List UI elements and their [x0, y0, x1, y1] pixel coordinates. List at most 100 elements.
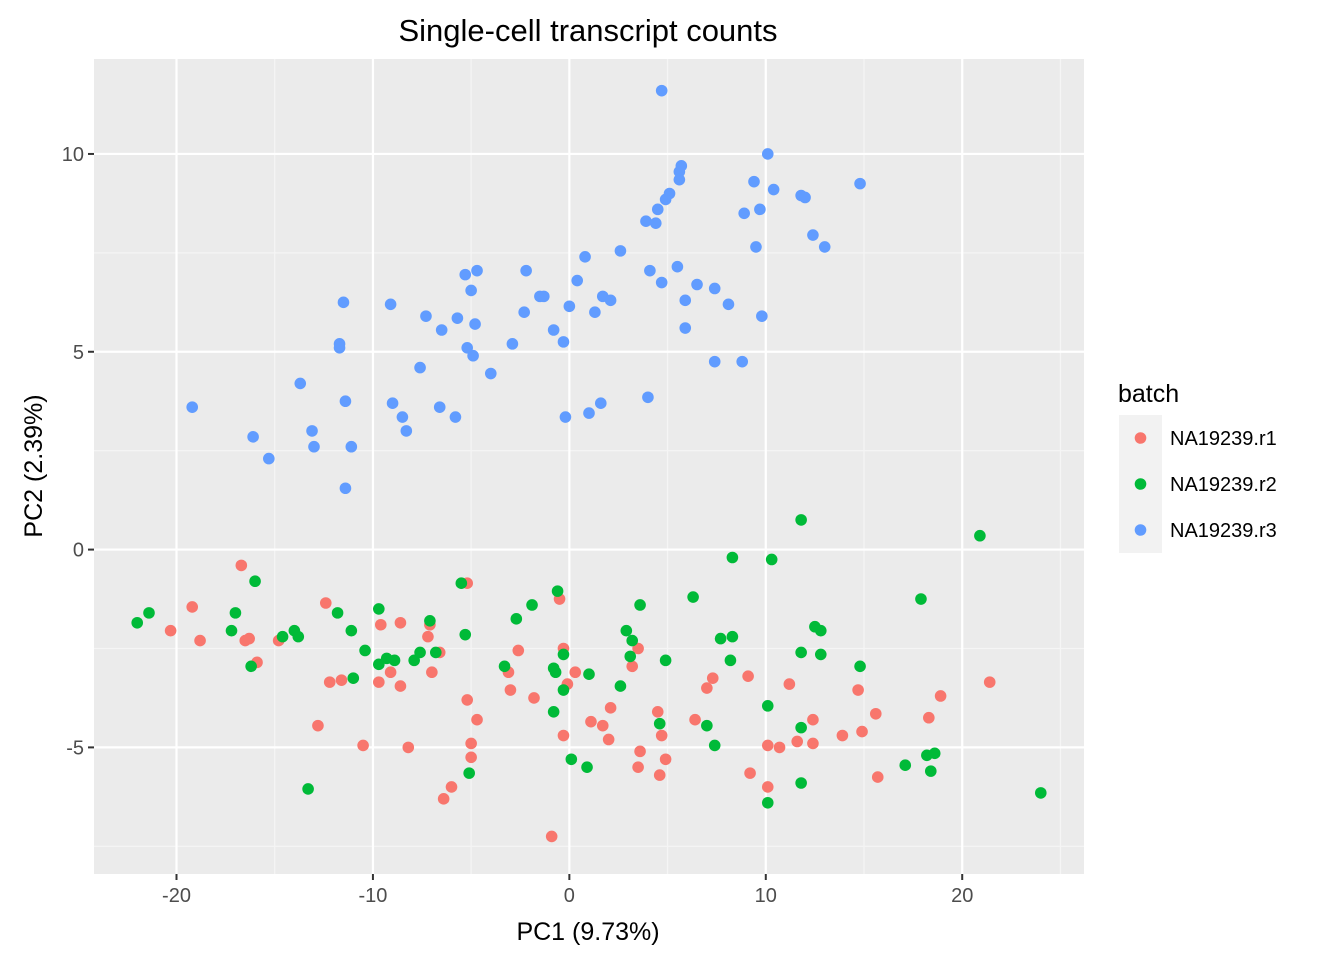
data-point [526, 599, 538, 611]
data-point [679, 294, 692, 307]
data-point [754, 203, 766, 216]
data-point [583, 668, 595, 681]
data-point [691, 278, 703, 291]
data-point [306, 425, 318, 437]
data-point [467, 349, 479, 362]
x-tick-label: -10 [358, 885, 387, 907]
data-point [773, 741, 786, 754]
data-point [345, 440, 358, 453]
legend-item-label: NA19239.r2 [1170, 474, 1277, 496]
data-point [388, 654, 401, 667]
data-point [263, 452, 275, 465]
legend-item-label: NA19239.r1 [1170, 428, 1277, 450]
data-point [445, 781, 458, 793]
data-point [795, 514, 807, 526]
legend-item-label: NA19239.r3 [1170, 520, 1277, 542]
data-point [744, 767, 756, 779]
data-point [465, 737, 477, 750]
legend-key-marker [1134, 478, 1147, 490]
data-point [722, 298, 735, 311]
data-point [852, 684, 864, 696]
data-point [614, 680, 627, 692]
data-point [923, 711, 935, 724]
data-point [547, 324, 560, 336]
data-point [547, 705, 560, 718]
data-point [714, 632, 727, 645]
data-point [783, 678, 796, 690]
data-point [742, 670, 754, 682]
data-point [579, 251, 591, 263]
data-point [928, 747, 941, 760]
data-point [795, 646, 807, 659]
data-point [459, 268, 472, 281]
data-point [689, 713, 701, 726]
data-point [461, 342, 474, 354]
data-point [871, 771, 884, 783]
data-point [518, 306, 530, 319]
data-point [596, 719, 609, 732]
data-point [347, 672, 360, 684]
data-point [726, 630, 739, 643]
data-point [736, 355, 749, 368]
data-point [634, 599, 646, 611]
plot-panel [94, 59, 1084, 874]
data-point [795, 777, 807, 789]
data-point [520, 264, 532, 277]
data-point [414, 361, 426, 374]
data-point [373, 676, 385, 688]
y-tick-label: -5 [66, 737, 84, 759]
data-point [807, 713, 819, 726]
data-point [386, 397, 399, 409]
data-point [571, 274, 584, 287]
data-point [357, 739, 369, 752]
data-point [653, 717, 666, 730]
data-point [765, 553, 778, 566]
major-gridlines [94, 59, 1084, 874]
data-point [563, 300, 576, 313]
data-point [581, 761, 593, 773]
legend-title: batch [1118, 380, 1179, 408]
data-point [814, 624, 827, 637]
x-axis-ticks: -20 -10 0 10 20 [162, 874, 973, 907]
data-point [626, 660, 639, 673]
data-point [701, 682, 713, 694]
data-point [459, 628, 472, 641]
data-point [974, 529, 986, 542]
data-point [510, 613, 523, 625]
data-point [245, 660, 257, 673]
data-point [243, 632, 255, 645]
data-point [504, 684, 517, 696]
data-point [795, 721, 807, 734]
data-point [426, 666, 438, 679]
data-point [602, 733, 615, 746]
data-point [319, 597, 332, 609]
data-point [337, 296, 350, 309]
data-point [323, 676, 336, 688]
data-point [708, 355, 721, 368]
data-point [463, 767, 475, 779]
legend-key-marker [1134, 524, 1147, 536]
data-point [384, 666, 397, 679]
data-point [632, 761, 644, 773]
data-point [761, 739, 774, 752]
data-point [651, 705, 664, 718]
data-point [644, 264, 656, 277]
data-point [549, 666, 562, 679]
x-tick-label: 0 [564, 885, 575, 907]
data-point [791, 735, 804, 748]
data-point [569, 666, 582, 679]
data-point [565, 753, 578, 766]
data-point [292, 630, 305, 643]
data-point [396, 411, 409, 423]
data-point [649, 217, 662, 229]
data-point [854, 177, 866, 190]
data-point [308, 440, 320, 453]
data-point [750, 241, 762, 253]
data-point [899, 759, 912, 772]
data-point [701, 719, 713, 732]
data-point [469, 318, 481, 330]
data-point [229, 607, 242, 619]
y-tick-label: 0 [73, 540, 84, 562]
data-point [186, 601, 199, 613]
data-point [807, 229, 819, 241]
